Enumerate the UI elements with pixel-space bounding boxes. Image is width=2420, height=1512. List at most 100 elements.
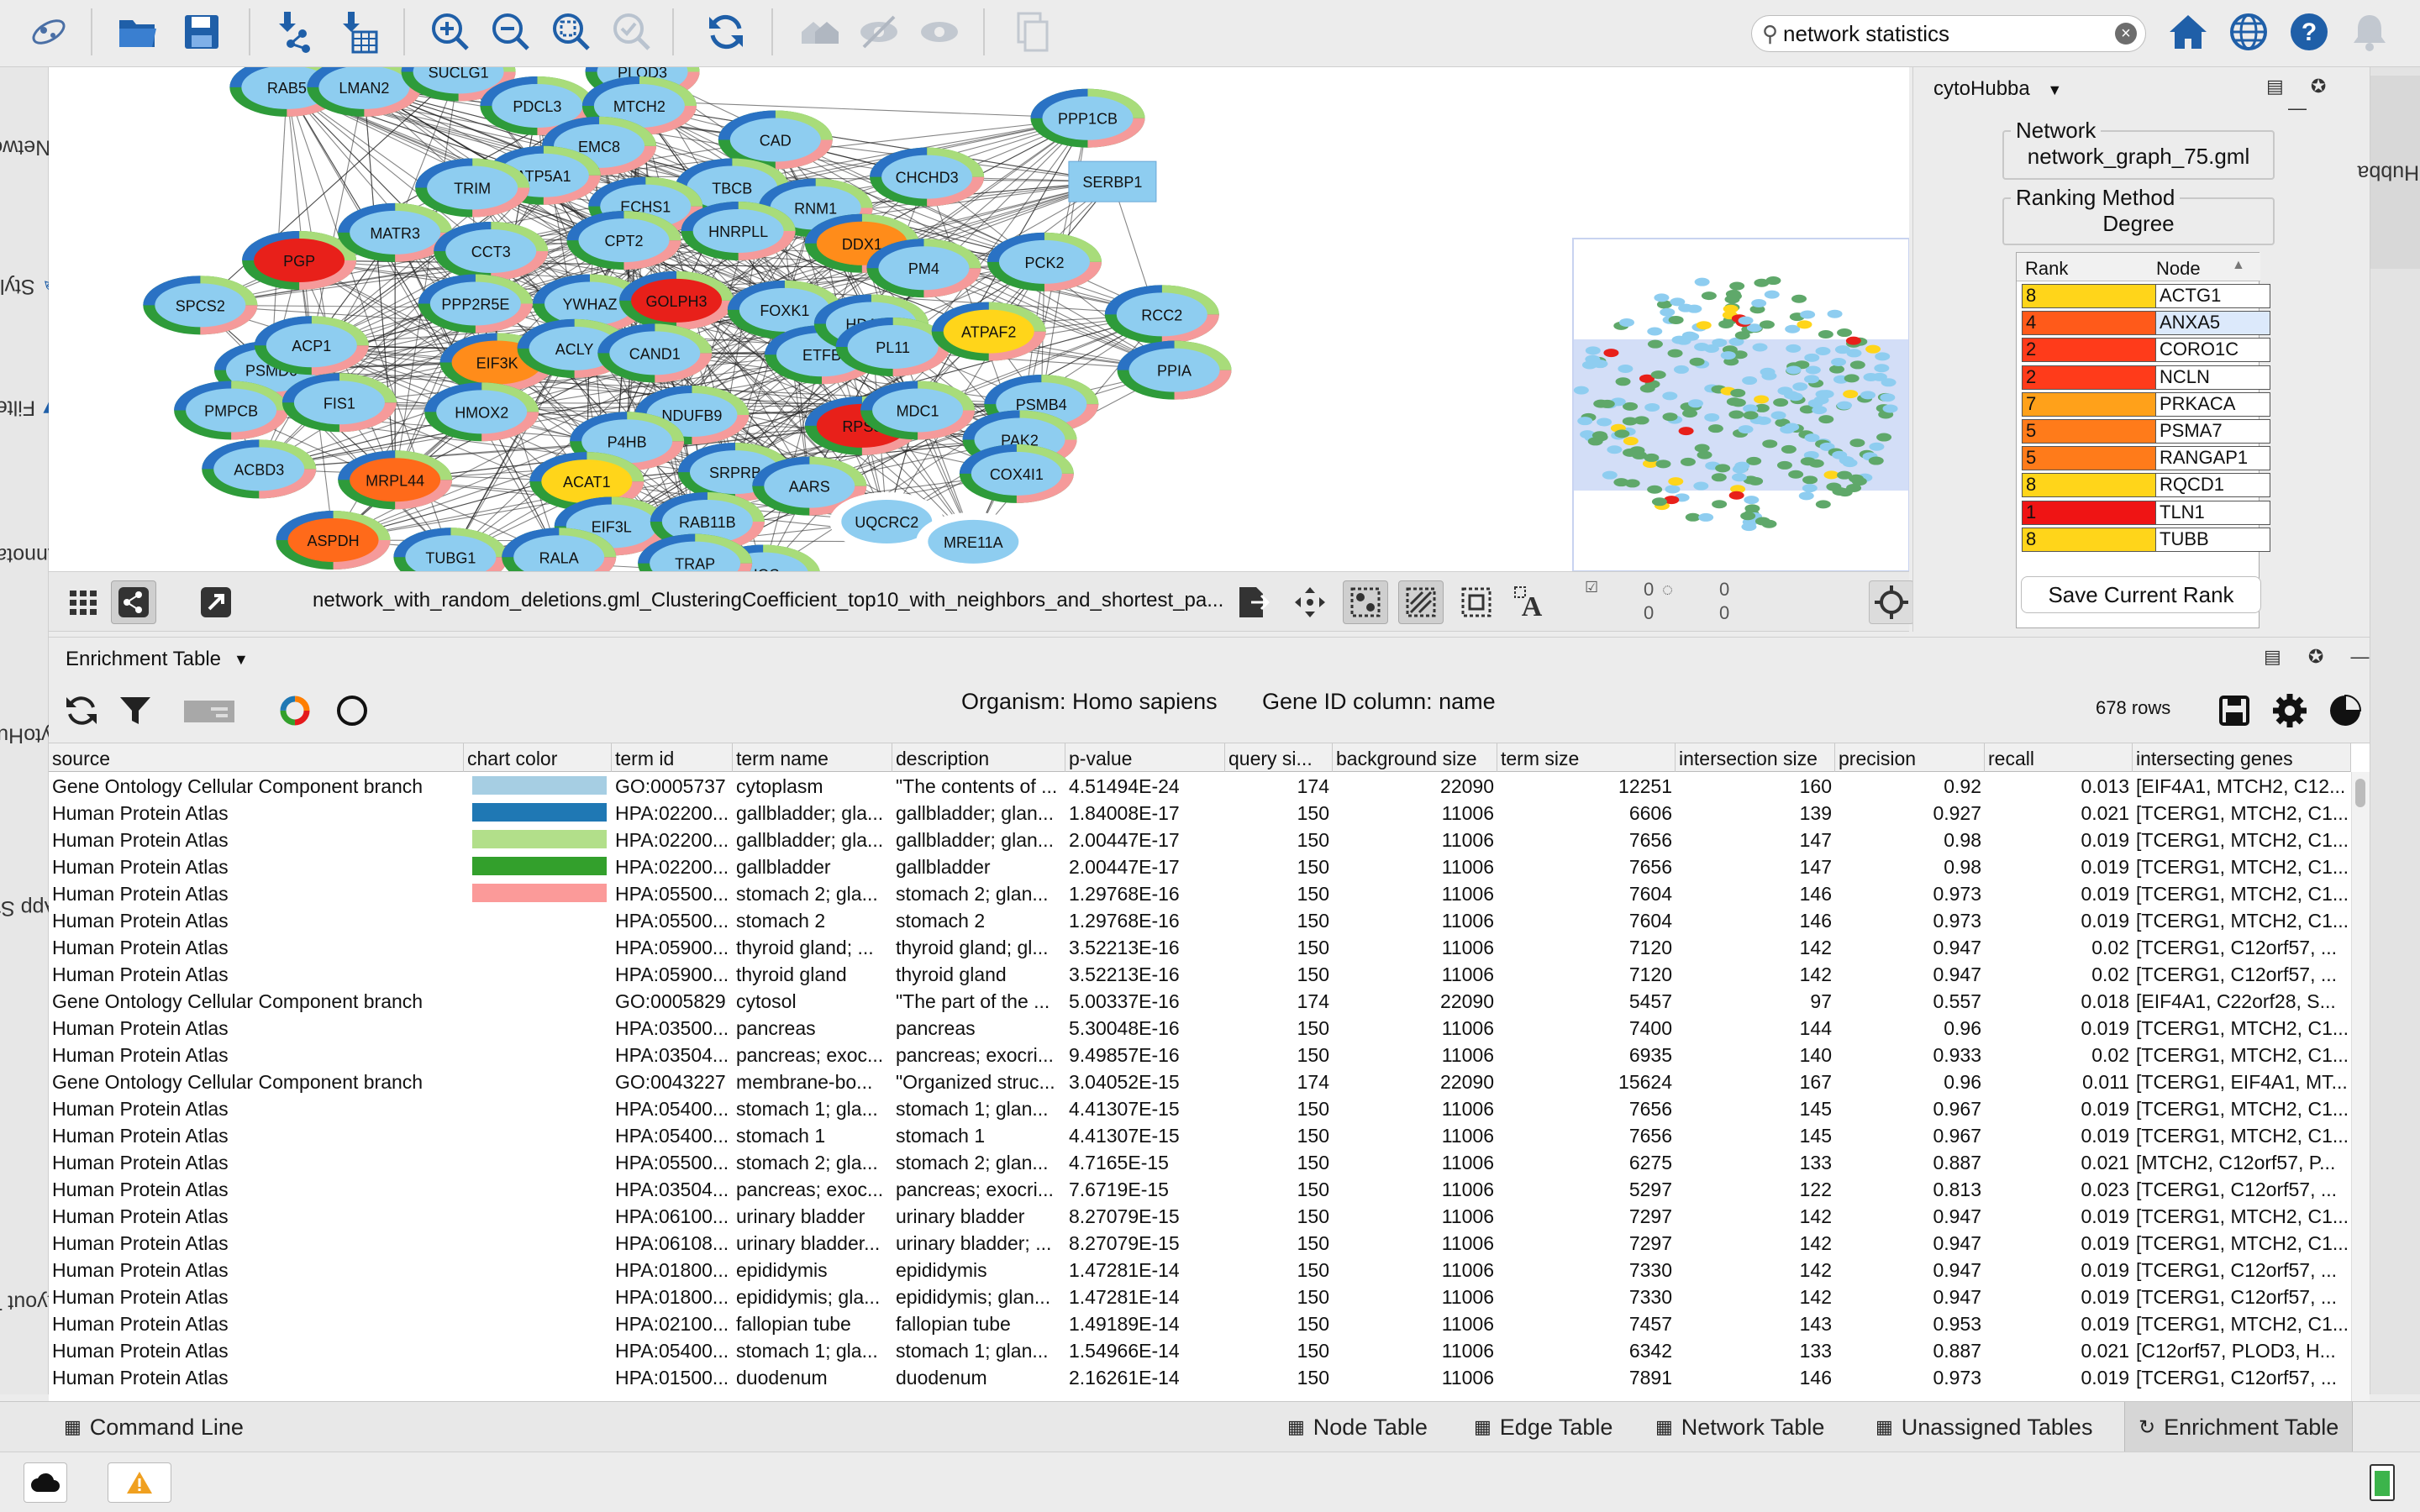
cytoscape-logo-icon[interactable] (24, 7, 74, 57)
table-row[interactable]: Gene Ontology Cellular Component branch G… (49, 1068, 2351, 1095)
network-node[interactable]: ATPAF2 (931, 302, 1046, 361)
rank-table-row[interactable]: 5 RANGAP1 (2022, 445, 2270, 471)
save-current-rank-button[interactable]: Save Current Rank (2021, 576, 2261, 613)
enrichment-dropdown-icon[interactable]: ▼ (234, 651, 249, 668)
network-node[interactable]: PPP2R5E (418, 274, 533, 333)
table-row[interactable]: Human Protein Atlas HPA:03504... pancreas;… (49, 1041, 2351, 1068)
network-node[interactable]: CPT2 (566, 211, 681, 270)
network-node[interactable]: TRAP (638, 533, 753, 571)
rank-table-row[interactable]: 8 RQCD1 (2022, 472, 2270, 498)
maximize-icon[interactable]: ▤ (2264, 646, 2281, 667)
network-node[interactable]: RALA (502, 528, 617, 571)
retrieve-enrichment-icon[interactable] (59, 689, 104, 732)
network-node[interactable]: AARS (752, 456, 867, 516)
center-view-icon[interactable] (1869, 580, 1914, 624)
rank-table-row[interactable]: 1 TLN1 (2022, 500, 2270, 526)
network-node[interactable]: UQCRC2 (829, 491, 944, 551)
color-chart-icon[interactable] (272, 689, 318, 732)
reset-chart-icon[interactable] (329, 689, 375, 732)
rank-table-row[interactable]: 7 PRKACA (2022, 391, 2270, 417)
network-canvas[interactable]: RAB5 LMAN2 SUCLG1 PLOD3 PDCL3 MTCH2 CAD EMC8 PPP… (49, 67, 1909, 571)
tab-annotation[interactable]: Annotation ▦ (0, 543, 87, 567)
memory-indicator-icon[interactable] (2370, 1464, 2395, 1501)
network-node[interactable]: PL11 (835, 318, 950, 377)
tab-edge-table[interactable]: ▦ Edge Table (1474, 1414, 1613, 1440)
maximize-icon[interactable]: ▤ (2266, 76, 2284, 97)
network-node[interactable]: PPP1CB (1030, 88, 1145, 148)
column-header[interactable]: description (892, 743, 1065, 772)
table-row[interactable]: Human Protein Atlas HPA:05400... stomach 1… (49, 1121, 2351, 1148)
tab-command-line[interactable]: ▦ Command Line (64, 1414, 244, 1440)
tab-style[interactable]: Style ✎ (0, 274, 60, 298)
table-row[interactable]: Human Protein Atlas HPA:05900... thyroid g… (49, 960, 2351, 987)
table-row[interactable]: Human Protein Atlas HPA:02200... gallbladd… (49, 799, 2351, 826)
home-icon[interactable] (2163, 7, 2213, 57)
network-node[interactable]: PPIA (1117, 340, 1232, 400)
pin-icon[interactable]: ✪ (2310, 76, 2327, 97)
warning-icon[interactable] (108, 1462, 171, 1503)
column-header[interactable]: recall (1985, 743, 2133, 772)
network-node[interactable]: RCC2 (1104, 285, 1219, 344)
network-node[interactable]: TRIM (415, 158, 530, 218)
column-header[interactable]: term name (733, 743, 892, 772)
zoom-out-icon[interactable] (486, 7, 536, 57)
network-node[interactable]: PCK2 (986, 232, 1102, 291)
network-value[interactable]: network_graph_75.gml (2027, 144, 2250, 169)
tab-cytohubba-right[interactable]: ■ cytoHubba (2358, 76, 2420, 269)
select-annotations-icon[interactable] (1454, 580, 1499, 624)
import-network-icon[interactable] (269, 7, 319, 57)
grid-view-icon[interactable] (60, 580, 106, 624)
table-row[interactable]: Human Protein Atlas HPA:05500... stomach 2… (49, 1148, 2351, 1175)
filter-icon[interactable] (113, 689, 158, 732)
column-header[interactable]: term id (612, 743, 733, 772)
select-nodes-icon[interactable] (1343, 580, 1388, 624)
tab-node-table[interactable]: ▦ Node Table (1287, 1414, 1428, 1440)
minimize-icon[interactable]: — (2288, 97, 2307, 118)
network-node[interactable]: MRPL44 (338, 450, 453, 510)
table-row[interactable]: Human Protein Atlas HPA:01800... epididymi… (49, 1256, 2351, 1283)
column-header[interactable]: precision (1835, 743, 1985, 772)
table-row[interactable]: Human Protein Atlas HPA:05500... stomach 2… (49, 906, 2351, 933)
import-table-icon[interactable] (333, 7, 383, 57)
column-header[interactable]: p-value (1065, 743, 1225, 772)
network-node[interactable]: LMAN2 (307, 67, 422, 117)
pan-icon[interactable] (1287, 580, 1333, 624)
settings-gear-icon[interactable] (2267, 689, 2312, 732)
column-header[interactable]: intersecting genes (2133, 743, 2351, 772)
column-header[interactable]: chart color (464, 743, 612, 772)
table-row[interactable]: Human Protein Atlas HPA:06108... urinary b… (49, 1229, 2351, 1256)
notification-bell-icon[interactable] (2344, 7, 2395, 57)
network-node[interactable]: GOLPH3 (619, 270, 734, 330)
home-network-icon[interactable] (795, 7, 845, 57)
node-column-header[interactable]: Node (2156, 258, 2201, 279)
tab-network[interactable]: Network ● (0, 135, 75, 160)
network-node[interactable]: ASPDH (276, 511, 391, 570)
network-node[interactable]: MRE11A (916, 512, 1031, 571)
network-node[interactable]: FIS1 (281, 373, 397, 433)
tab-layout-tools[interactable]: Layout Tools ∟ (0, 1290, 95, 1315)
network-node[interactable]: COX4I1 (959, 444, 1074, 503)
select-labels-icon[interactable]: A (1509, 580, 1555, 624)
save-icon[interactable] (176, 7, 227, 57)
network-view-icon[interactable] (111, 580, 156, 624)
dropdown-chevron-icon[interactable]: ▼ (2047, 81, 2063, 98)
cloud-icon[interactable] (24, 1462, 67, 1503)
network-node[interactable]: CAND1 (597, 323, 713, 383)
table-row[interactable]: Human Protein Atlas HPA:05900... thyroid g… (49, 933, 2351, 960)
table-scrollbar[interactable] (2351, 772, 2370, 1401)
column-header[interactable]: intersection size (1676, 743, 1835, 772)
hide-selected-icon[interactable] (854, 7, 904, 57)
zoom-in-icon[interactable] (425, 7, 476, 57)
rank-table[interactable]: Rank Node ▲ 8 ACTG1 4 ANXA5 2 CORO1C 2 NCLN 7 PRK… (2016, 252, 2270, 628)
help-icon[interactable]: ? (2284, 7, 2334, 57)
tab-network-table[interactable]: ▦ Network Table (1655, 1414, 1825, 1440)
network-node[interactable]: PGP (242, 231, 357, 290)
network-node[interactable]: MDC1 (860, 381, 976, 440)
select-edges-icon[interactable] (1398, 580, 1444, 624)
cytohubba-header[interactable]: cytoHubba ▼ (1913, 67, 2370, 106)
table-row[interactable]: Human Protein Atlas HPA:05500... stomach 2… (49, 879, 2351, 906)
rank-table-row[interactable]: 5 PSMA7 (2022, 418, 2270, 444)
rank-table-row[interactable]: 2 CORO1C (2022, 337, 2270, 363)
zoom-fit-icon[interactable] (546, 7, 597, 57)
network-node[interactable]: CCT3 (434, 221, 549, 281)
